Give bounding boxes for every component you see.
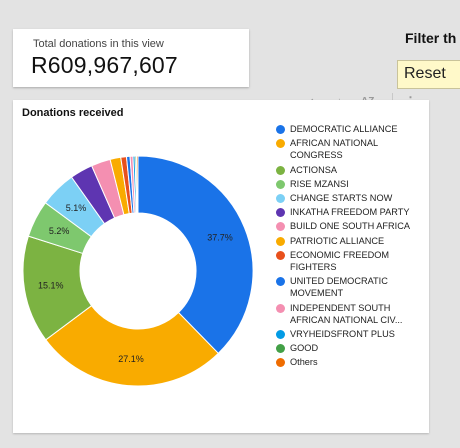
slice-data-label: 27.1% xyxy=(118,354,144,364)
legend-item[interactable]: GOOD xyxy=(276,342,426,354)
legend-label: INKATHA FREEDOM PARTY xyxy=(290,207,410,218)
legend-color-swatch xyxy=(276,344,285,354)
legend-color-swatch xyxy=(276,125,285,134)
reset-button[interactable]: Reset xyxy=(397,60,460,89)
legend-label: VRYHEIDSFRONT PLUS xyxy=(290,329,395,340)
filter-title: Filter th xyxy=(405,30,457,46)
slice-data-label: 5.2% xyxy=(49,226,70,236)
legend-label: ECONOMIC FREEDOM FIGHTERS xyxy=(290,249,390,273)
legend-label: INDEPENDENT SOUTH AFRICAN NATIONAL CIV..… xyxy=(290,302,403,325)
legend-label: CHANGE STARTS NOW xyxy=(290,193,393,204)
legend-color-swatch xyxy=(276,165,285,175)
legend-label: PATRIOTIC ALLIANCE xyxy=(290,235,385,246)
legend-item[interactable]: BUILD ONE SOUTH AFRICA xyxy=(276,220,426,232)
legend-label: RISE MZANSI xyxy=(290,178,349,189)
slice-data-label: 37.7% xyxy=(207,233,233,243)
legend-label: GOOD xyxy=(290,343,319,354)
legend-item[interactable]: Others xyxy=(276,356,426,368)
donut-slice-democratic-alliance[interactable] xyxy=(137,155,254,355)
scorecard-value: R609,967,607 xyxy=(31,52,178,78)
legend-color-swatch xyxy=(276,139,285,149)
donut-slice-others[interactable] xyxy=(136,155,139,214)
legend-color-swatch xyxy=(276,330,285,340)
legend-color-swatch xyxy=(276,179,285,189)
legend-item[interactable]: PATRIOTIC ALLIANCE xyxy=(276,235,426,247)
legend-item[interactable]: RISE MZANSI xyxy=(276,178,426,190)
legend-color-swatch xyxy=(276,222,285,232)
legend-color-swatch xyxy=(276,250,285,260)
legend-item[interactable]: ACTIONSA xyxy=(276,164,426,176)
slice-data-label: 5.1% xyxy=(66,203,87,213)
donut-chart: 37.7% 27.1% 15.1% 5.2% 5.1% xyxy=(22,155,254,387)
legend-item[interactable]: AFRICAN NATIONAL CONGRESS xyxy=(276,137,426,161)
legend-item[interactable]: ECONOMIC FREEDOM FIGHTERS xyxy=(276,249,426,273)
legend-item[interactable]: DEMOCRATIC ALLIANCE xyxy=(276,123,426,135)
legend-color-swatch xyxy=(276,236,285,246)
legend-label: Others xyxy=(290,357,318,368)
legend-color-swatch xyxy=(276,303,285,313)
legend-color-swatch xyxy=(276,208,285,218)
legend-item[interactable]: UNITED DEMOCRATIC MOVEMENT xyxy=(276,275,426,299)
legend-item[interactable]: VRYHEIDSFRONT PLUS xyxy=(276,328,426,340)
chart-legend: DEMOCRATIC ALLIANCE AFRICAN NATIONAL CONG… xyxy=(276,123,426,371)
legend-label: DEMOCRATIC ALLIANCE xyxy=(290,124,398,134)
legend-color-swatch xyxy=(276,358,285,368)
legend-label: BUILD ONE SOUTH AFRICA xyxy=(290,221,410,232)
legend-label: ACTIONSA xyxy=(290,164,337,175)
scorecard-label: Total donations in this view xyxy=(33,38,164,50)
legend-color-swatch xyxy=(276,194,285,204)
legend-label: AFRICAN NATIONAL CONGRESS xyxy=(290,138,378,161)
donut-slice-african-national-congress[interactable] xyxy=(45,304,219,387)
legend-color-swatch xyxy=(276,277,285,287)
legend-item[interactable]: INKATHA FREEDOM PARTY xyxy=(276,206,426,218)
legend-label: UNITED DEMOCRATIC MOVEMENT xyxy=(290,276,388,299)
donations-donut-chart-card: Donations received 37.7% 27.1% 15.1% 5.2% 5.… xyxy=(13,100,429,433)
chart-title: Donations received xyxy=(22,107,124,119)
total-donations-scorecard: Total donations in this view R609,967,60… xyxy=(13,29,249,87)
slice-data-label: 15.1% xyxy=(38,281,64,291)
legend-item[interactable]: INDEPENDENT SOUTH AFRICAN NATIONAL CIV..… xyxy=(276,302,426,326)
legend-item[interactable]: CHANGE STARTS NOW xyxy=(276,192,426,204)
